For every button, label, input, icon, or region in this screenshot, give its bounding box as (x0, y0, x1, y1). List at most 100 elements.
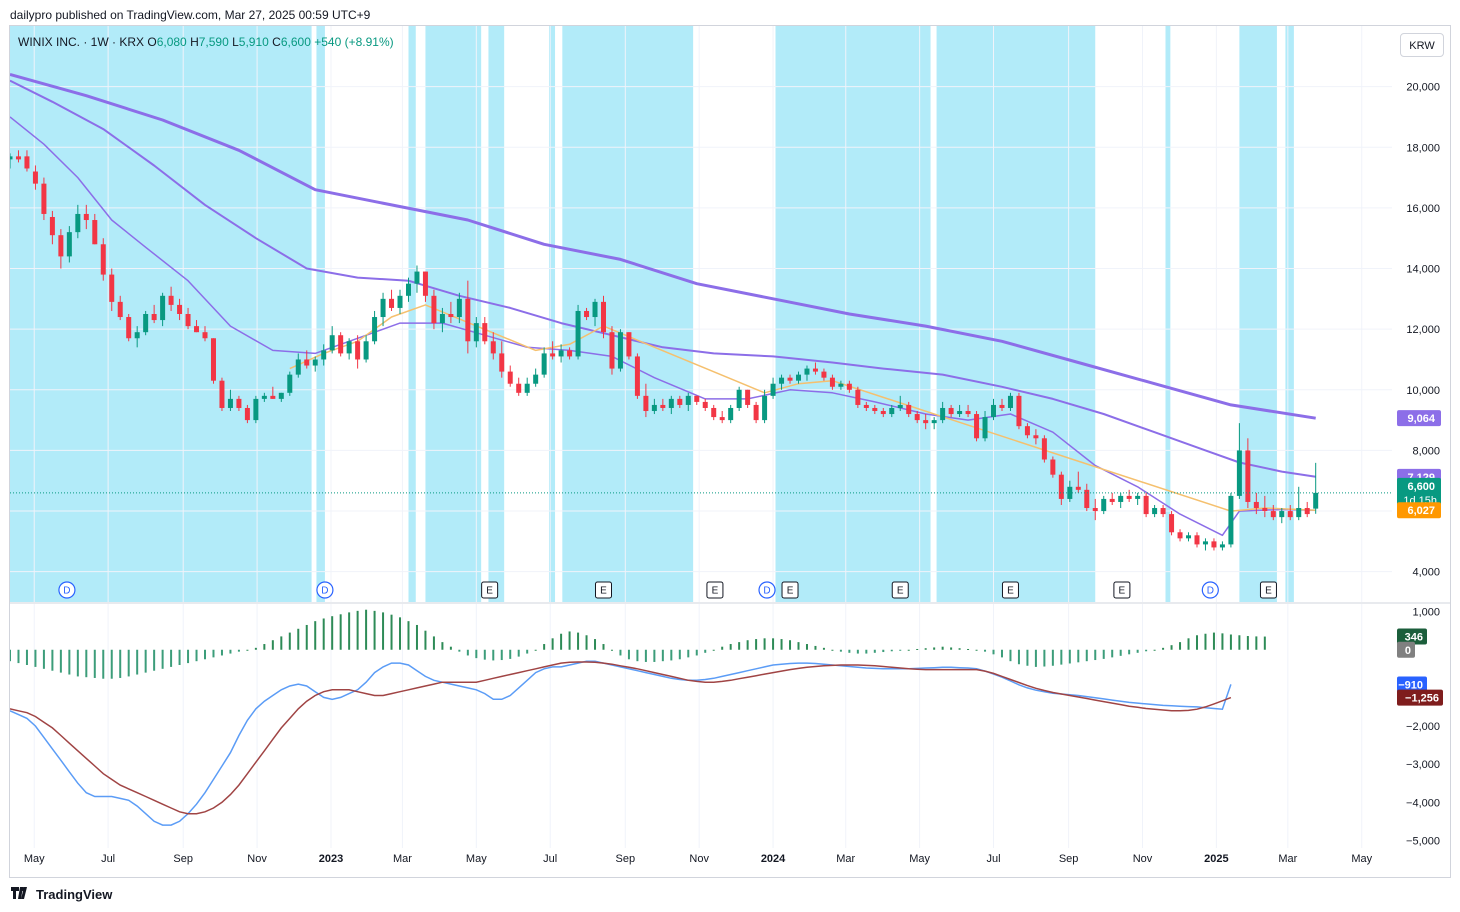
candle-body (541, 353, 547, 375)
currency-button[interactable]: KRW (1400, 33, 1444, 57)
highlight-band (316, 26, 325, 602)
earnings-marker-icon (1001, 581, 1019, 599)
macd-histogram-bar (763, 638, 766, 650)
macd-histogram-bar (424, 630, 427, 650)
highlight-band (1285, 26, 1294, 602)
candle-body (948, 407, 954, 415)
price-axis-label: 18,000 (1406, 142, 1440, 154)
macd-histogram-bar (568, 631, 571, 650)
macd-histogram-bar (76, 649, 79, 677)
candle-body (1177, 532, 1183, 539)
candle-body (1092, 508, 1098, 512)
earnings-marker-icon (594, 581, 612, 599)
candle-body (202, 332, 208, 339)
candle-body (355, 341, 361, 360)
candle-body (1152, 508, 1158, 515)
candle-body (1304, 508, 1310, 515)
dividend-marker-label: D (321, 586, 328, 597)
macd-tag-label: 346 (1405, 632, 1423, 644)
macd-histogram-bar (1204, 633, 1207, 650)
candle-body (897, 404, 903, 408)
macd-histogram-bar (93, 649, 96, 678)
dividend-marker-label: D (1207, 586, 1214, 597)
time-axis-label: Jul (101, 853, 115, 865)
macd-histogram-bar (721, 646, 724, 650)
earnings-marker-icon (706, 581, 724, 599)
macd-axis-label: 1,000 (1412, 607, 1440, 619)
macd-histogram-bar (729, 644, 732, 650)
macd-histogram-bar (229, 649, 232, 654)
dividend-marker-label: D (63, 586, 70, 597)
candle-body (558, 350, 564, 357)
macd-histogram-bar (1212, 632, 1215, 650)
earnings-marker-label: E (486, 586, 493, 597)
candle-body (1126, 495, 1132, 499)
candle-body (592, 301, 598, 318)
price-tag (1397, 502, 1441, 519)
candle-body (414, 271, 420, 284)
macd-histogram-bar (356, 610, 359, 650)
macd-histogram-bar (814, 645, 817, 650)
candle-body (83, 213, 89, 221)
macd-tag (1397, 628, 1427, 645)
candle-body (439, 314, 445, 324)
macd-histogram-bar (407, 621, 410, 650)
candle-body (567, 350, 573, 357)
candle-body (940, 407, 946, 421)
candle-body (957, 411, 963, 415)
legend-low: 5,910 (238, 35, 269, 49)
candle-body (1109, 498, 1115, 502)
legend-low-label: L (232, 35, 239, 49)
candle-body (770, 383, 776, 396)
macd-histogram-bar (1187, 638, 1190, 650)
macd-histogram-bar (755, 639, 758, 650)
candle-body (1118, 495, 1124, 502)
candle-body (533, 374, 539, 384)
candle-body (397, 295, 403, 308)
macd-histogram-bar (127, 649, 130, 677)
highlight-band (562, 26, 694, 602)
candle-body (109, 274, 115, 302)
legend-open: 6,080 (156, 35, 187, 49)
macd-histogram-bar (500, 649, 503, 661)
candle-body (338, 335, 344, 354)
dividend-marker-icon (316, 581, 334, 599)
macd-histogram-bar (144, 649, 147, 673)
legend-symbol[interactable]: WINIX INC. · 1W · KRX (18, 35, 144, 49)
macd-histogram-bar (933, 647, 936, 650)
candle-body (126, 317, 132, 339)
time-axis-label: Nov (689, 853, 709, 865)
footer-brand[interactable]: TradingView (10, 886, 112, 903)
macd-histogram-bar (1255, 636, 1258, 650)
candle-body (312, 359, 318, 366)
macd-histogram-bar (1263, 636, 1266, 650)
candle-body (643, 395, 649, 412)
candle-body (1160, 508, 1166, 515)
macd-histogram-bar (1034, 649, 1037, 667)
price-axis-label: 20,000 (1406, 82, 1440, 94)
candle-body (575, 310, 581, 357)
macd-histogram-bar (1051, 649, 1054, 666)
macd-histogram-bar (195, 649, 198, 662)
candle-body (380, 298, 386, 318)
macd-histogram-bar (441, 642, 444, 650)
candle-body (100, 244, 106, 275)
candle-body (634, 356, 640, 396)
candle-body (965, 411, 971, 415)
macd-histogram-bar (772, 638, 775, 650)
macd-histogram-bar (950, 647, 953, 650)
time-axis-label: Mar (836, 853, 855, 865)
macd-histogram-bar (577, 632, 580, 650)
candle-body (1270, 511, 1276, 518)
price-axis-label: 4,000 (1412, 567, 1440, 579)
candle-body (999, 404, 1005, 408)
macd-histogram-bar (1043, 649, 1046, 667)
candle-body (1033, 435, 1039, 439)
candle-body (1253, 501, 1259, 509)
macd-histogram-bar (1145, 649, 1148, 652)
macd-histogram-bar (178, 649, 181, 665)
macd-histogram-bar (687, 649, 690, 658)
macd-histogram-bar (916, 648, 919, 650)
macd-histogram-bar (204, 649, 207, 660)
